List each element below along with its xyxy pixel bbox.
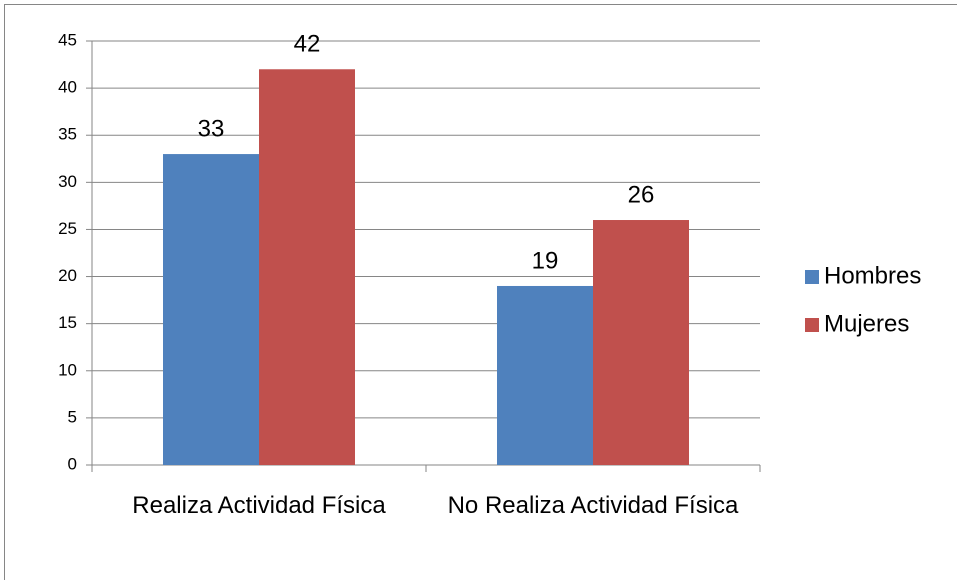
y-tick-label: 40 [58,78,77,97]
bar [497,285,593,465]
y-tick-label: 45 [58,30,77,49]
y-tick-label: 25 [58,219,77,238]
y-tick-label: 35 [58,125,77,144]
y-tick-label: 15 [58,313,77,332]
legend-swatch [805,270,819,284]
y-tick-label: 20 [58,266,77,285]
data-label: 33 [198,115,225,142]
y-tick-label: 5 [68,407,77,426]
data-label: 19 [532,247,559,274]
x-tick-label: Realiza Actividad Física [132,492,386,519]
data-label: 42 [294,31,321,58]
x-tick-label: No Realiza Actividad Física [447,492,739,519]
bar [259,69,355,466]
y-tick-label: 0 [68,454,77,473]
legend-label: Mujeres [824,310,909,337]
bar [593,220,689,465]
y-tick-label: 30 [58,172,77,191]
data-label: 26 [628,181,655,208]
y-tick-label: 10 [58,360,77,379]
legend-swatch [805,318,819,332]
legend-label: Hombres [824,262,921,289]
bar [163,154,259,466]
